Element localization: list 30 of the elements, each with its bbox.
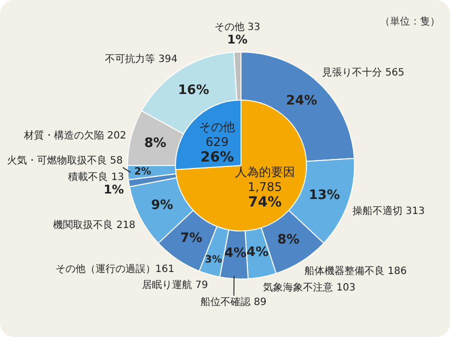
data-label: 1% xyxy=(104,182,124,197)
data-label: 9% xyxy=(151,198,174,214)
slice-label: 操船不適切 313 xyxy=(352,205,425,218)
slice-label: その他 629 xyxy=(199,120,236,150)
data-label: 4% xyxy=(246,244,269,260)
slice-label: 船位不確認 89 xyxy=(200,296,267,308)
slice-label: 気象海象不注意 103 xyxy=(263,281,356,294)
data-label: 74% xyxy=(248,194,282,211)
data-label: 8% xyxy=(144,136,166,151)
slice-label: その他（運行の過誤）161 xyxy=(55,263,174,276)
slice-label: 火気・可燃物取扱不良 58 xyxy=(6,154,123,167)
data-label: 24% xyxy=(286,93,318,108)
data-label: 7% xyxy=(180,231,202,246)
data-label: 26% xyxy=(200,150,234,166)
data-label: 2% xyxy=(134,166,152,178)
data-label: 1% xyxy=(227,32,248,47)
slice-label: 人為的要因 1,785 xyxy=(234,165,295,194)
data-label: 3% xyxy=(205,254,222,266)
slice-label: 居眠り運航 79 xyxy=(142,278,208,291)
slice-label: 不可抗力等 394 xyxy=(105,53,178,66)
text: （単位：隻） xyxy=(380,16,440,28)
slice-label: 材質・構造の欠陥 202 xyxy=(22,130,126,142)
slice-label: 船体機器整備不良 186 xyxy=(304,265,407,278)
slice-label: 積載不良 13 xyxy=(68,171,124,184)
data-label: 13% xyxy=(308,188,340,203)
slice-label: 見張り不十分 565 xyxy=(322,66,404,79)
data-label: 16% xyxy=(178,83,210,98)
data-label: 8% xyxy=(277,232,300,248)
slice-label: その他 33 xyxy=(214,21,260,34)
slice-label: 機関取扱不良 218 xyxy=(53,218,136,231)
